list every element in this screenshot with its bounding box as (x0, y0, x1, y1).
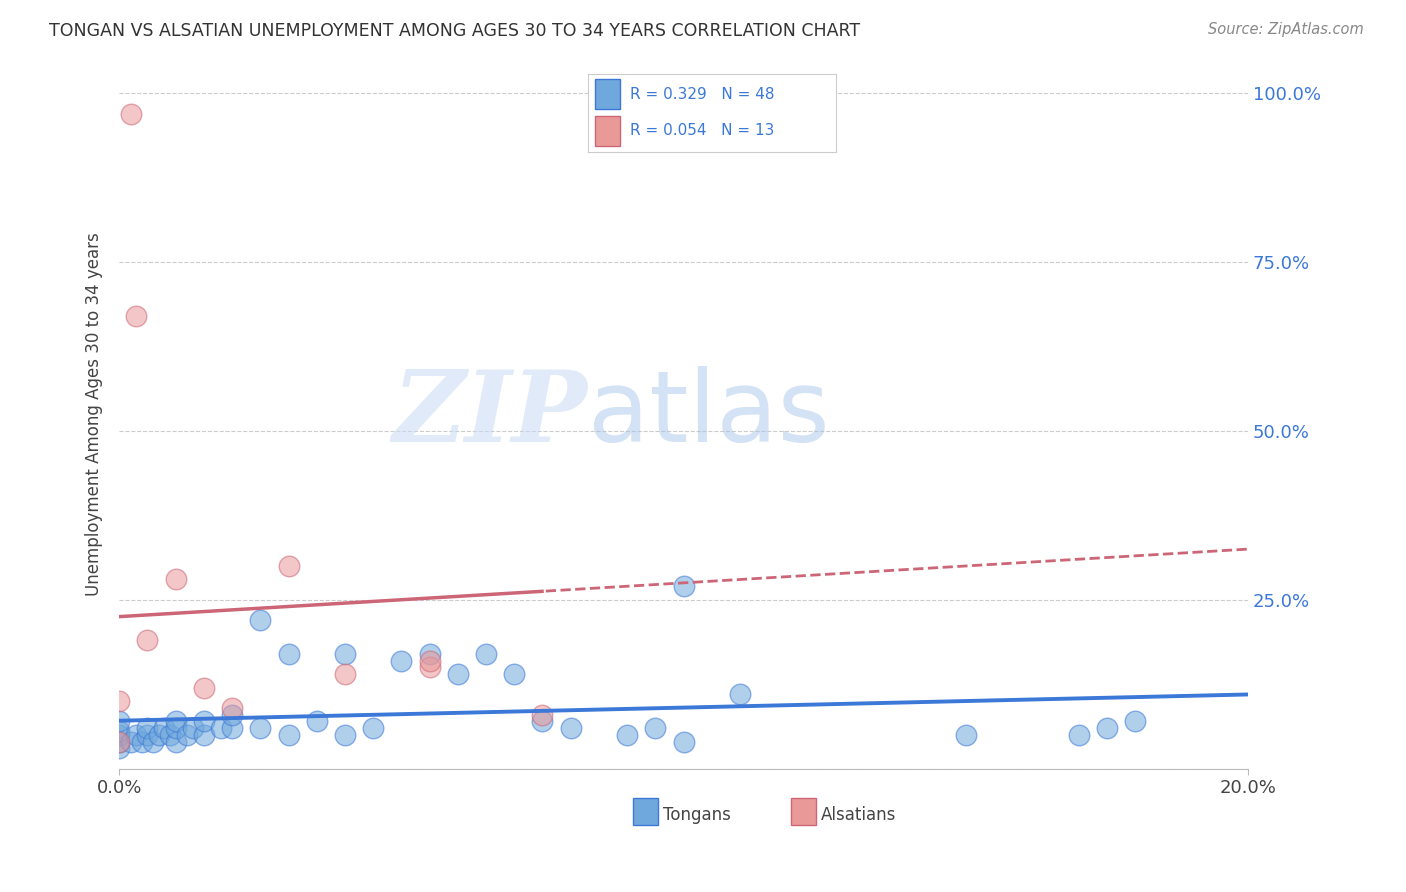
Point (249, 613, 271, 627)
Y-axis label: Unemployment Among Ages 30 to 34 years: Unemployment Among Ages 30 to 34 years (86, 232, 103, 596)
Point (193, 714, 215, 729)
Text: Tongans: Tongans (664, 805, 731, 823)
Point (108, 694, 131, 708)
Point (108, 734, 131, 748)
Point (277, 559, 299, 574)
Point (305, 714, 328, 729)
Point (560, 721, 582, 735)
Point (221, 700, 243, 714)
Point (120, 734, 142, 748)
FancyBboxPatch shape (633, 798, 658, 825)
Point (108, 741, 131, 756)
Point (221, 721, 243, 735)
Point (159, 728, 181, 742)
Point (1123, 714, 1146, 729)
Point (165, 734, 187, 748)
Point (277, 728, 299, 742)
Point (1095, 721, 1118, 735)
Point (955, 728, 977, 742)
Point (153, 721, 176, 735)
Point (148, 728, 170, 742)
Point (616, 728, 638, 742)
Point (165, 714, 187, 729)
FancyBboxPatch shape (790, 798, 815, 825)
Point (108, 714, 131, 729)
Point (1067, 728, 1090, 742)
Point (333, 647, 356, 661)
Point (503, 667, 526, 681)
Point (672, 579, 695, 593)
Point (108, 728, 131, 742)
Text: atlas: atlas (588, 366, 830, 463)
Point (333, 667, 356, 681)
Point (136, 721, 159, 735)
Point (221, 707, 243, 722)
Point (136, 633, 159, 648)
Point (193, 728, 215, 742)
Point (176, 728, 198, 742)
Point (419, 653, 441, 667)
Point (125, 728, 148, 742)
Point (531, 714, 554, 729)
Point (419, 647, 441, 661)
Point (419, 660, 441, 674)
Point (136, 728, 159, 742)
Point (249, 721, 271, 735)
Point (531, 707, 554, 722)
Text: Alsatians: Alsatians (821, 805, 897, 823)
Point (193, 681, 215, 695)
Point (125, 309, 148, 323)
Point (277, 647, 299, 661)
Point (644, 721, 666, 735)
Point (672, 734, 695, 748)
Point (165, 721, 187, 735)
Point (209, 721, 232, 735)
Point (120, 106, 142, 120)
Point (361, 721, 384, 735)
Point (333, 728, 356, 742)
Point (165, 573, 187, 587)
Point (181, 721, 204, 735)
Point (728, 687, 751, 701)
Point (391, 653, 413, 667)
Point (108, 734, 131, 748)
Point (447, 667, 470, 681)
Point (142, 734, 165, 748)
Point (475, 647, 498, 661)
Point (108, 724, 131, 739)
Text: Source: ZipAtlas.com: Source: ZipAtlas.com (1208, 22, 1364, 37)
Point (131, 734, 153, 748)
Text: ZIP: ZIP (392, 366, 588, 462)
Text: TONGAN VS ALSATIAN UNEMPLOYMENT AMONG AGES 30 TO 34 YEARS CORRELATION CHART: TONGAN VS ALSATIAN UNEMPLOYMENT AMONG AG… (49, 22, 860, 40)
